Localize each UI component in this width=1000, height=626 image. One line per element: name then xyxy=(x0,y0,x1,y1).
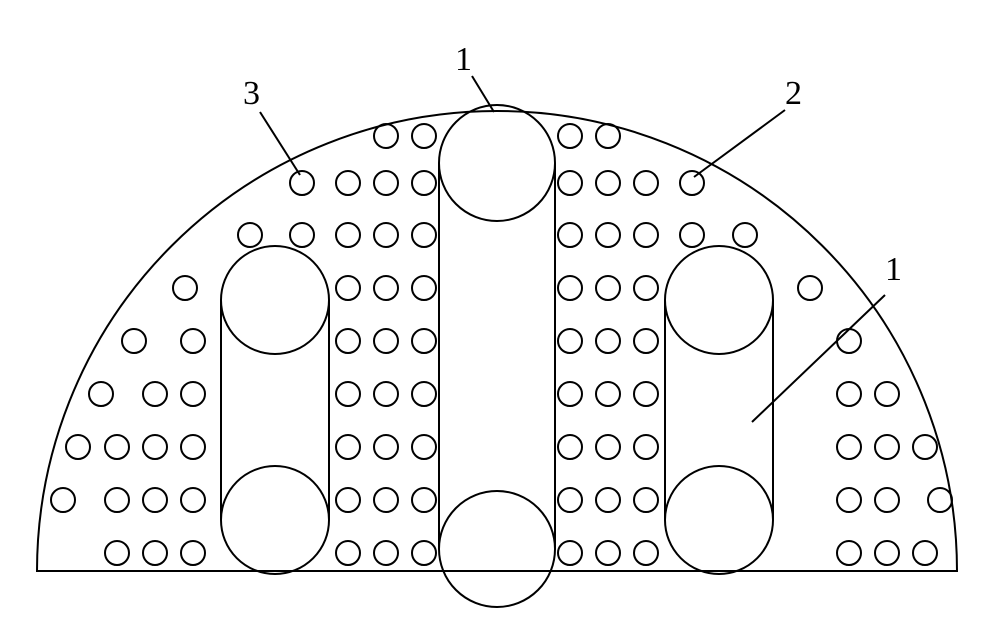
label-text-1b: 1 xyxy=(885,251,902,288)
label-text-3: 3 xyxy=(243,75,260,112)
background xyxy=(0,0,1000,626)
label-text-2: 2 xyxy=(785,75,802,112)
technical-diagram: 1 3 2 1 xyxy=(0,0,1000,626)
label-text-1a: 1 xyxy=(455,41,472,78)
